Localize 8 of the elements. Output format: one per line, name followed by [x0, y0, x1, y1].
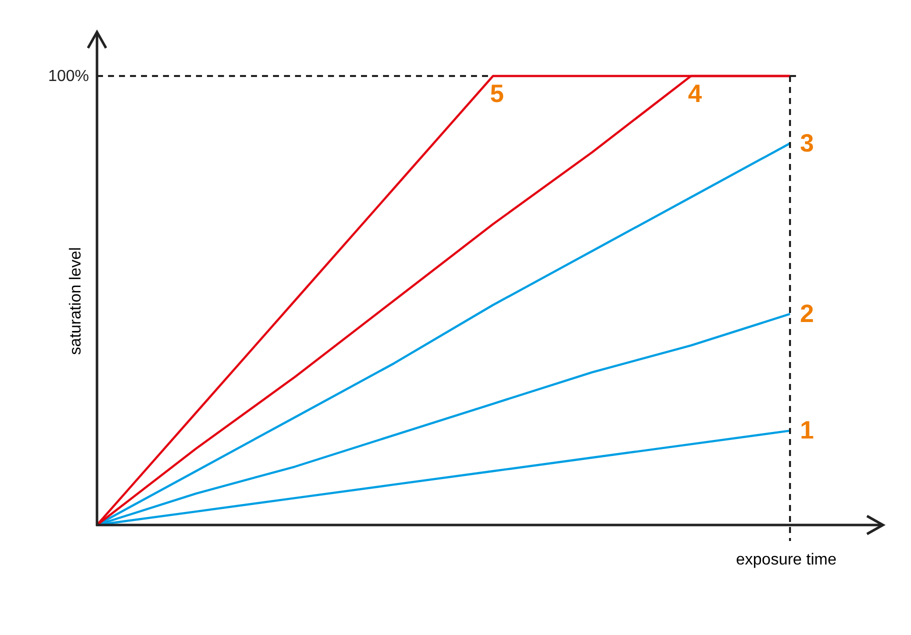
series-label: 4: [688, 80, 702, 108]
series-label: 1: [800, 416, 814, 445]
y-axis-title: saturation level: [68, 247, 84, 355]
series-label: 2: [800, 300, 814, 328]
x-axis-title: exposure time: [736, 552, 837, 568]
series-label: 5: [490, 80, 504, 108]
series-label: 3: [800, 129, 814, 158]
text: 100%: [48, 68, 89, 85]
